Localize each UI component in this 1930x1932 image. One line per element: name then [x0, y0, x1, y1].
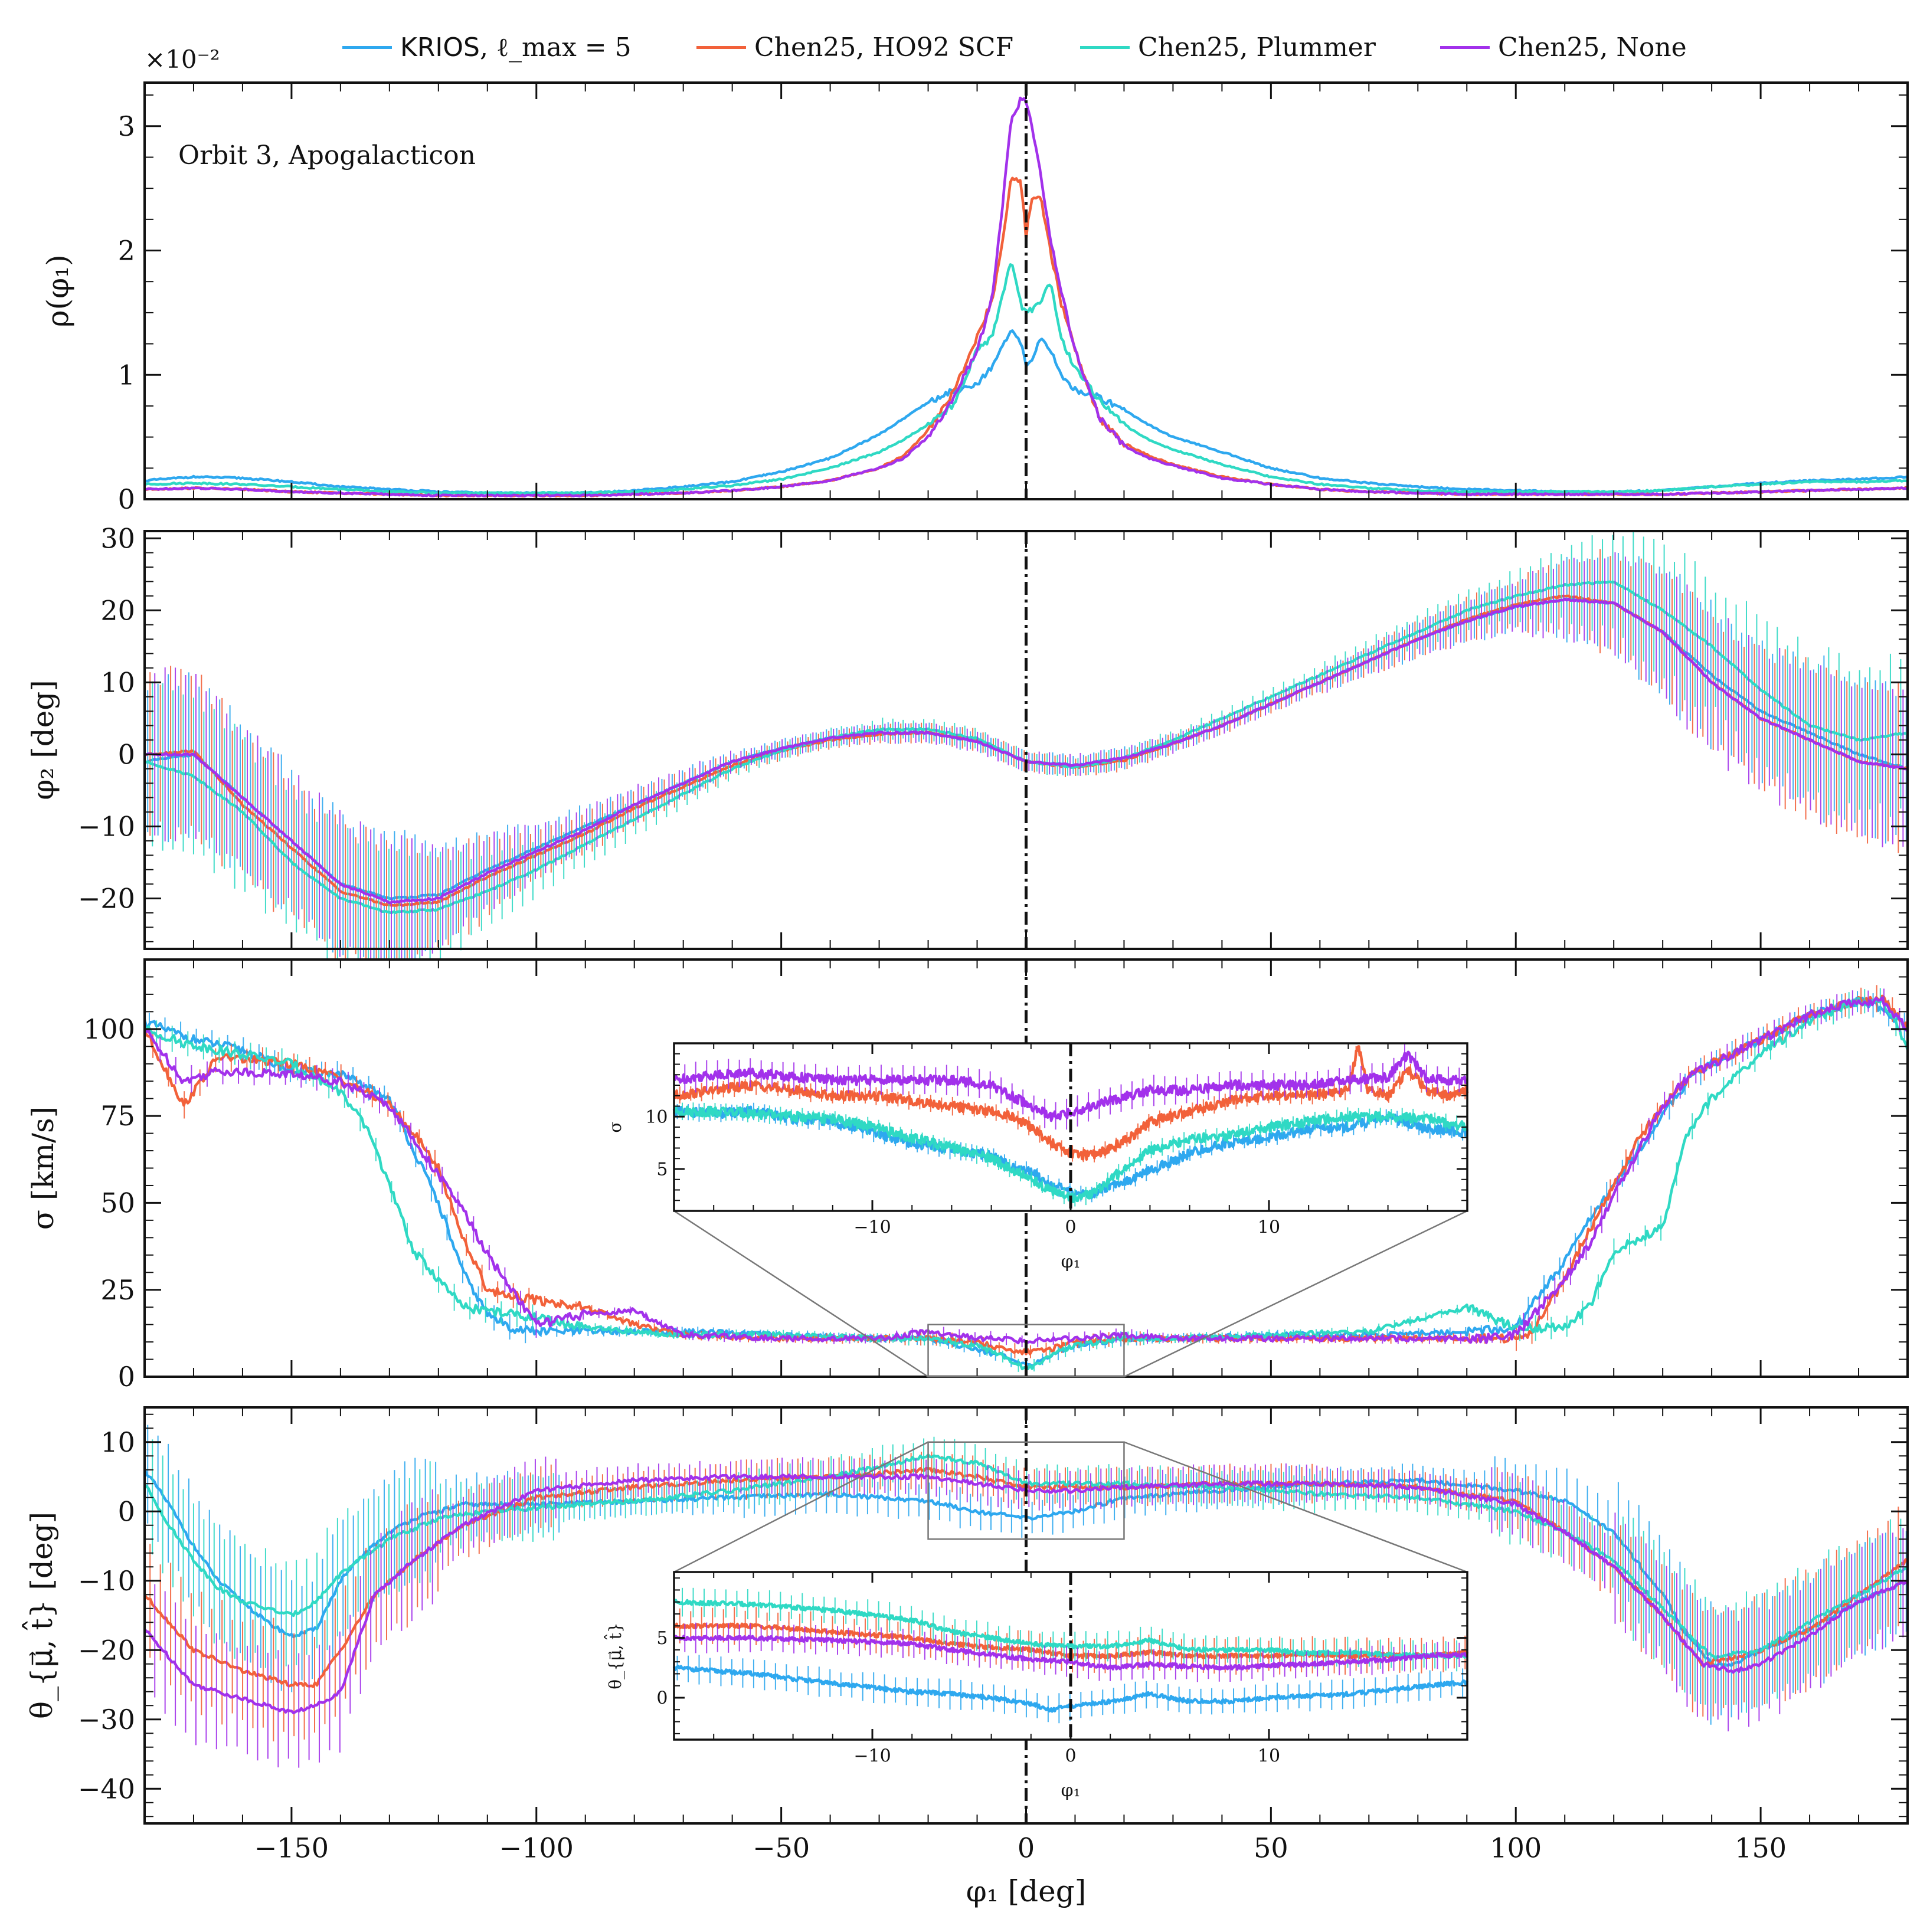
- sigma-zoom-connector-right: [1123, 1210, 1468, 1378]
- theta_inset-xtick-label: 0: [1065, 1746, 1076, 1767]
- phi2-frame: [143, 530, 1909, 950]
- theta-ytick-label: −10: [78, 1565, 135, 1597]
- panel-annotation: Orbit 3, Apogalacticon: [178, 140, 476, 171]
- sigma-zoom: [673, 1210, 1468, 1378]
- legend-swatch-none: [1440, 45, 1490, 49]
- theta-xtick-label: −100: [499, 1832, 574, 1864]
- sigma-zoom-rect: [927, 1324, 1125, 1378]
- sigma-ytick-label: 100: [83, 1013, 135, 1045]
- theta_inset-xtick-label: −10: [853, 1746, 891, 1767]
- density-ytick-label: 1: [118, 359, 135, 391]
- theta-xlabel: φ₁ [deg]: [966, 1874, 1087, 1908]
- legend-label-plummer: Chen25, Plummer: [1138, 32, 1376, 63]
- theta-xtick-label: 50: [1254, 1832, 1288, 1864]
- phi2-ylabel: φ₂ [deg]: [26, 680, 60, 800]
- sigma-zoom-connector-left: [673, 1210, 929, 1378]
- sigma_inset-frame: [673, 1042, 1468, 1212]
- theta-ytick-label: 10: [100, 1426, 135, 1458]
- density-ytick-label: 3: [118, 110, 135, 142]
- theta-xtick-label: 150: [1735, 1832, 1787, 1864]
- sigma_inset-xtick-label: −10: [853, 1217, 891, 1238]
- theta_inset-ylabel: θ_{μ⃗, t̂}: [604, 1622, 625, 1689]
- theta-ytick-label: −40: [78, 1773, 135, 1805]
- theta_inset-xtick-label: 10: [1258, 1746, 1280, 1767]
- sigma_inset-line-plummer: [672, 1105, 1469, 1204]
- phi2-ytick-label: −20: [78, 883, 135, 915]
- theta-zoom-rect: [927, 1441, 1125, 1540]
- theta-zoom: [673, 1441, 1468, 1573]
- sigma-ylabel: σ [km/s]: [26, 1106, 60, 1230]
- phi2-ytick-label: 20: [100, 594, 135, 626]
- inset-theta_inset: −10 0 10 0 5 φ₁ θ_{μ⃗, t̂}: [604, 1571, 1469, 1801]
- theta-xtick-label: 0: [1018, 1832, 1035, 1864]
- legend-label-ho92: Chen25, HO92 SCF: [754, 32, 1014, 63]
- theta-line-plummer: [143, 1453, 1908, 1660]
- legend-item-ho92: Chen25, HO92 SCF: [696, 24, 1013, 71]
- theta-ytick-label: −20: [78, 1634, 135, 1666]
- theta_inset-line-none: [673, 1635, 1468, 1671]
- theta_inset-ytick-label: 0: [656, 1688, 668, 1709]
- theta_inset-ytick-label: 5: [656, 1628, 668, 1649]
- density-ylabel: ρ(φ₁): [41, 254, 75, 327]
- panel-density: 0 1 2 3 ρ(φ₁) ×10⁻² Orbit 3, Apogalacticon: [41, 45, 1909, 515]
- theta-ylabel: θ_{μ⃗, t̂} [deg]: [21, 1512, 59, 1719]
- theta-xtick-label: −50: [753, 1832, 810, 1864]
- sigma-ytick-label: 25: [100, 1274, 135, 1306]
- legend-item-krios: KRIOS, ℓ_max = 5: [342, 24, 632, 71]
- panel-phi2: −20 −10 0 10 20 30 φ₂ [deg]: [26, 522, 1909, 977]
- theta-xtick-label: 100: [1490, 1832, 1542, 1864]
- theta-zoom-connector-right: [1124, 1441, 1468, 1573]
- theta_inset-xlabel: φ₁: [1061, 1780, 1080, 1801]
- legend-item-plummer: Chen25, Plummer: [1080, 24, 1376, 71]
- phi2-ytick-label: 10: [100, 666, 135, 698]
- sigma-ytick-label: 50: [100, 1187, 135, 1219]
- sigma_inset-xtick-label: 0: [1065, 1217, 1076, 1238]
- theta_inset-frame: [673, 1571, 1468, 1741]
- legend-item-none: Chen25, None: [1440, 24, 1687, 71]
- theta-ytick-label: 0: [118, 1495, 135, 1527]
- sigma_inset-line-none: [673, 1050, 1468, 1122]
- phi2-ytick-label: 30: [100, 522, 135, 554]
- sigma-ytick-label: 75: [100, 1100, 135, 1132]
- legend: KRIOS, ℓ_max = 5 Chen25, HO92 SCF Chen25…: [342, 24, 1759, 71]
- sigma_inset-xlabel: φ₁: [1061, 1252, 1080, 1272]
- density-frame: [143, 81, 1909, 500]
- sigma-line-ho92: [143, 994, 1909, 1355]
- legend-swatch-ho92: [696, 45, 746, 49]
- density-multiplier: ×10⁻²: [145, 45, 220, 74]
- sigma_inset-xtick-label: 10: [1258, 1217, 1280, 1238]
- sigma_inset-ylabel: σ: [606, 1121, 625, 1132]
- legend-label-none: Chen25, None: [1498, 32, 1687, 63]
- theta_inset-line-plummer: [673, 1599, 1468, 1659]
- legend-swatch-plummer: [1080, 45, 1130, 49]
- phi2-ytick-label: −10: [78, 811, 135, 843]
- inset-sigma_inset: −10 0 10 5 10 φ₁ σ: [606, 1042, 1469, 1272]
- density-ytick-label: 2: [118, 235, 135, 267]
- legend-swatch-krios: [342, 45, 392, 49]
- legend-label-krios: KRIOS, ℓ_max = 5: [400, 32, 632, 63]
- sigma_inset-ytick-label: 5: [656, 1160, 668, 1180]
- sigma-ytick-label: 0: [118, 1361, 135, 1393]
- phi2-ytick-label: 0: [118, 739, 135, 771]
- density-ytick-label: 0: [118, 483, 135, 515]
- theta-ytick-label: −30: [78, 1704, 135, 1735]
- theta-frame: [143, 1406, 1909, 1825]
- theta-xtick-label: −150: [254, 1832, 329, 1864]
- theta-zoom-connector-left: [673, 1441, 929, 1573]
- sigma_inset-ytick-label: 10: [645, 1107, 668, 1128]
